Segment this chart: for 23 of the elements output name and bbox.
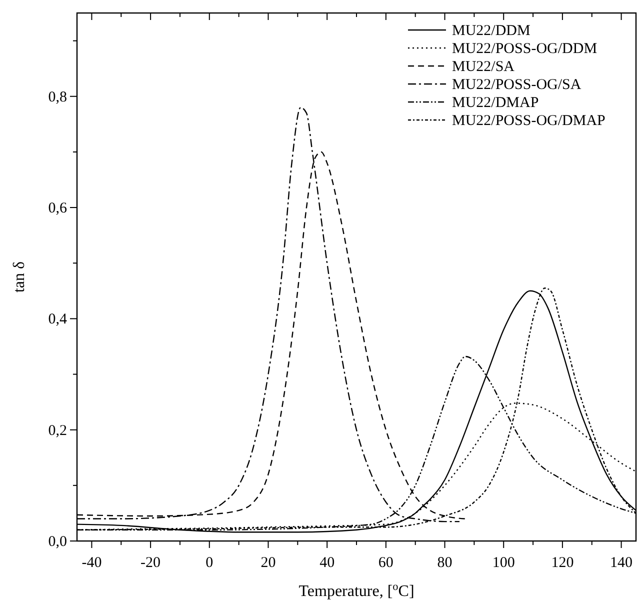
legend-label: MU22/DDM [452, 23, 530, 39]
x-axis-title: Temperature, [$^{o}$C] [298, 581, 414, 600]
y-tick-label: 0,6 [48, 200, 68, 217]
legend-label: MU22/SA [452, 59, 515, 75]
x-tick-label: 100 [492, 555, 515, 571]
legend-label: MU22/DMAP [452, 95, 539, 111]
x-tick-label: 80 [437, 555, 452, 571]
y-tick-label: 0,8 [48, 89, 67, 106]
x-tick-label: 120 [551, 555, 574, 571]
x-tick-label: 40 [320, 555, 335, 571]
legend-label: MU22/POSS-OG/SA [452, 77, 582, 93]
legend-label: MU22/POSS-OG/DMAP [452, 113, 606, 129]
x-tick-label: 0 [206, 555, 214, 571]
x-tick-label: -20 [140, 555, 161, 571]
y-tick-label: 0,2 [48, 422, 67, 439]
y-tick-label: 0,0 [48, 534, 67, 550]
x-tick-label: -40 [82, 555, 102, 571]
x-tick-label: 140 [610, 555, 633, 571]
y-tick-label: 0,4 [48, 312, 68, 328]
x-tick-label: 20 [260, 555, 276, 571]
x-tick-label: 60 [378, 555, 394, 571]
legend-label: MU22/POSS-OG/DDM [452, 41, 598, 57]
y-axis-title: tan δ [11, 261, 28, 293]
